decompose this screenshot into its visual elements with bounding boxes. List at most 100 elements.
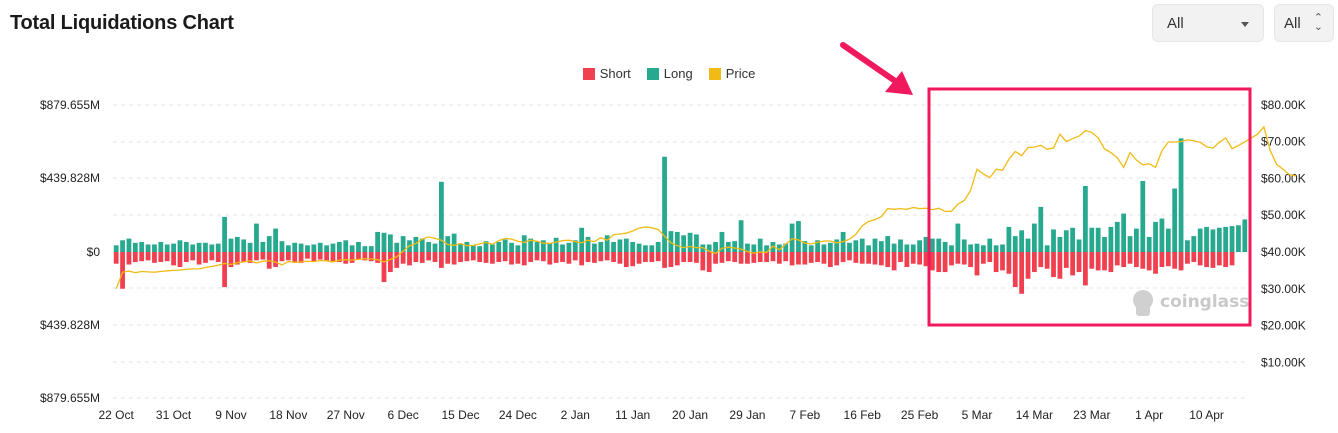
short-bar xyxy=(1108,252,1114,273)
short-bar xyxy=(789,252,795,266)
y-left-tick-label: $0 xyxy=(87,245,101,259)
long-bar xyxy=(400,236,406,252)
long-bar xyxy=(419,238,425,252)
long-bar xyxy=(1223,226,1229,252)
short-bar xyxy=(407,252,412,266)
page-title: Total Liquidations Chart xyxy=(10,12,234,34)
long-bar xyxy=(834,239,840,252)
long-bar xyxy=(1172,188,1178,252)
long-bar xyxy=(1076,239,1082,252)
short-bar xyxy=(247,252,253,263)
long-bar xyxy=(681,235,687,252)
short-bar xyxy=(298,252,304,263)
long-bar xyxy=(515,245,521,252)
long-bar xyxy=(713,241,718,252)
long-bar xyxy=(260,241,266,252)
long-bar xyxy=(362,246,368,252)
coin-select[interactable]: All ⌃ ⌄ xyxy=(1274,4,1334,42)
short-bar xyxy=(330,252,336,262)
short-bar xyxy=(700,252,706,271)
long-bar xyxy=(592,243,597,252)
short-bar xyxy=(158,252,164,263)
long-bar xyxy=(980,245,986,252)
short-bar xyxy=(719,252,725,263)
x-tick-label: 23 Mar xyxy=(1073,408,1110,422)
x-tick-label: 20 Jan xyxy=(672,408,708,422)
long-bar xyxy=(349,245,355,252)
short-bar xyxy=(1057,252,1063,279)
short-bar xyxy=(285,252,291,261)
short-bar xyxy=(929,252,935,271)
long-bar xyxy=(917,240,923,252)
long-bar xyxy=(993,245,999,252)
long-bar xyxy=(821,244,827,252)
long-bar xyxy=(470,245,476,252)
long-bar xyxy=(623,238,629,252)
short-bar xyxy=(349,252,355,263)
legend-item-long[interactable]: Long xyxy=(646,66,693,81)
x-tick-label: 27 Nov xyxy=(327,408,365,422)
short-bar xyxy=(1114,252,1120,266)
short-bar xyxy=(866,252,871,264)
short-bar xyxy=(776,252,782,264)
long-bar xyxy=(961,239,967,252)
y-right-tick-label: $20.00K xyxy=(1261,319,1306,333)
short-bar xyxy=(1012,252,1018,288)
short-bar xyxy=(878,252,884,266)
long-bar xyxy=(1038,206,1044,252)
long-bar xyxy=(974,243,980,252)
short-bar xyxy=(126,252,132,265)
long-bar xyxy=(209,244,215,252)
long-bar xyxy=(432,243,438,252)
short-bar xyxy=(1229,252,1235,266)
short-bar xyxy=(439,252,444,268)
long-bar xyxy=(949,245,954,252)
long-bar xyxy=(738,220,744,252)
long-bar xyxy=(655,241,661,252)
short-bar xyxy=(1051,252,1056,278)
long-bar xyxy=(381,232,387,252)
long-bar xyxy=(234,236,240,252)
long-bar xyxy=(764,245,769,252)
short-bar xyxy=(1121,252,1127,268)
short-bar xyxy=(617,252,623,264)
short-bar xyxy=(139,252,145,262)
short-bar xyxy=(1178,252,1184,271)
short-bar xyxy=(598,252,604,262)
x-tick-label: 7 Feb xyxy=(789,408,820,422)
short-bar xyxy=(725,252,731,262)
legend-item-price[interactable]: Price xyxy=(708,66,755,81)
short-bar xyxy=(1063,252,1069,268)
long-bar xyxy=(324,245,329,252)
long-bar xyxy=(120,240,125,252)
long-bar xyxy=(490,244,495,252)
long-bar xyxy=(687,232,693,252)
short-bar xyxy=(1044,252,1050,269)
short-bar xyxy=(234,252,240,265)
long-bar xyxy=(859,238,865,252)
short-bar xyxy=(802,252,808,265)
short-bar xyxy=(560,252,565,263)
x-tick-label: 15 Dec xyxy=(441,408,479,422)
long-bar xyxy=(1102,236,1107,252)
short-bar xyxy=(815,252,820,263)
short-bar xyxy=(1127,252,1133,264)
long-bar xyxy=(1025,238,1031,252)
x-tick-label: 1 Apr xyxy=(1135,408,1163,422)
range-select[interactable]: All xyxy=(1152,4,1264,42)
short-bar xyxy=(655,252,661,262)
short-bar xyxy=(324,252,329,261)
short-bar xyxy=(847,252,852,261)
x-tick-label: 31 Oct xyxy=(156,408,192,422)
long-bar xyxy=(936,238,942,252)
short-bar xyxy=(987,252,993,263)
long-bar xyxy=(343,240,349,252)
x-tick-label: 18 Nov xyxy=(269,408,307,422)
long-bar xyxy=(636,243,642,252)
x-tick-label: 25 Feb xyxy=(901,408,939,422)
short-bar xyxy=(579,252,585,266)
short-bar xyxy=(643,252,648,263)
legend-item-short[interactable]: Short xyxy=(582,66,631,81)
long-bar xyxy=(521,235,527,252)
short-bar xyxy=(917,252,923,265)
